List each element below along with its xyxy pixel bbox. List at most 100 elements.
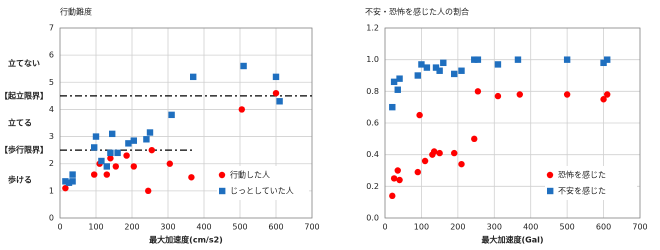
point <box>143 136 150 143</box>
legend-marker <box>218 171 226 179</box>
point <box>471 135 478 143</box>
y-tick-label: 0.8 <box>366 87 379 96</box>
reference-label: 【歩行限界】 <box>0 145 48 155</box>
legend-label: 行動した人 <box>230 170 270 180</box>
plot-frame <box>59 27 313 219</box>
point <box>604 56 611 63</box>
point <box>390 78 398 86</box>
point <box>107 155 114 162</box>
point <box>276 98 283 105</box>
point <box>474 56 482 63</box>
point <box>109 130 116 138</box>
point <box>114 149 121 157</box>
x-tick-label: 400 <box>523 223 538 232</box>
point <box>430 148 438 155</box>
point <box>394 86 401 93</box>
x-tick-label: 600 <box>268 223 283 232</box>
point <box>390 175 398 182</box>
point <box>166 160 173 167</box>
x-tick-label: 700 <box>632 223 647 232</box>
point <box>600 59 607 67</box>
point <box>458 67 465 74</box>
point <box>414 168 421 176</box>
legend-label: じっとしていた人 <box>230 187 294 196</box>
point <box>145 187 152 195</box>
x-tick-label: 400 <box>196 223 211 232</box>
point <box>69 171 76 178</box>
x-tick-label: 700 <box>304 223 319 232</box>
legend-box <box>217 166 309 200</box>
y-tick-label: 2 <box>49 159 54 168</box>
point <box>494 92 502 100</box>
x-tick-label: 0 <box>57 223 62 232</box>
point <box>238 106 245 113</box>
point <box>107 149 114 157</box>
x-tick-label: 500 <box>232 223 247 232</box>
x-tick-label: 300 <box>160 223 175 232</box>
point <box>168 111 175 119</box>
point <box>418 61 425 68</box>
y-tick-label: 1.0 <box>366 55 379 64</box>
point <box>98 157 105 165</box>
point <box>421 157 429 165</box>
point <box>389 192 396 200</box>
point <box>125 140 132 147</box>
point <box>451 70 458 78</box>
point <box>600 96 607 103</box>
legend-box <box>545 166 637 200</box>
point <box>148 146 155 154</box>
x-tick-label: 500 <box>560 223 575 232</box>
point <box>123 152 130 159</box>
annotation: 立てる <box>8 118 32 128</box>
point <box>494 61 502 68</box>
point <box>423 64 431 71</box>
x-tick-label: 100 <box>414 223 429 232</box>
x-tick-label: 200 <box>124 223 139 232</box>
point <box>91 171 98 178</box>
y-tick-label: 5 <box>49 78 54 87</box>
legend-label: 不安を感じた <box>558 186 606 196</box>
point <box>396 176 403 184</box>
y-tick-label: 0.2 <box>366 182 379 191</box>
y-tick-label: 6 <box>49 51 54 60</box>
y-tick-label: 3 <box>49 132 54 141</box>
y-tick-label: 0.4 <box>366 150 379 159</box>
point <box>190 73 197 81</box>
point <box>516 91 523 98</box>
y-tick-label: 0 <box>49 214 54 223</box>
point <box>69 178 76 185</box>
y-tick-label: 4 <box>49 105 54 114</box>
x-tick-label: 300 <box>487 223 502 232</box>
point <box>416 111 423 119</box>
y-tick-label: 7 <box>49 24 54 33</box>
point <box>414 72 421 79</box>
point <box>451 149 458 157</box>
annotation: 歩ける <box>8 175 32 185</box>
annotation: 立てない <box>8 58 40 68</box>
chart-title: 不安・恐怖を感じた人の割合 <box>365 7 469 17</box>
point <box>474 88 482 95</box>
point <box>240 62 247 70</box>
legend-label: 恐怖を感じた <box>558 170 606 180</box>
point <box>272 73 280 81</box>
point <box>130 137 137 144</box>
point <box>272 89 280 97</box>
point <box>389 103 396 111</box>
y-tick-label: 0.6 <box>366 119 379 128</box>
legend-marker <box>546 171 554 179</box>
point <box>471 56 478 63</box>
point <box>604 91 611 98</box>
point <box>146 129 154 136</box>
point <box>563 56 571 63</box>
point <box>514 56 522 63</box>
point <box>103 163 110 170</box>
legend-marker <box>547 187 554 195</box>
point <box>432 64 440 71</box>
point <box>440 59 447 67</box>
plot-frame <box>384 27 641 219</box>
point <box>563 91 571 98</box>
point <box>65 179 73 186</box>
x-axis-label: 最大加速度(Gal) <box>481 235 543 245</box>
reference-label: 【起立限界】 <box>0 90 48 100</box>
